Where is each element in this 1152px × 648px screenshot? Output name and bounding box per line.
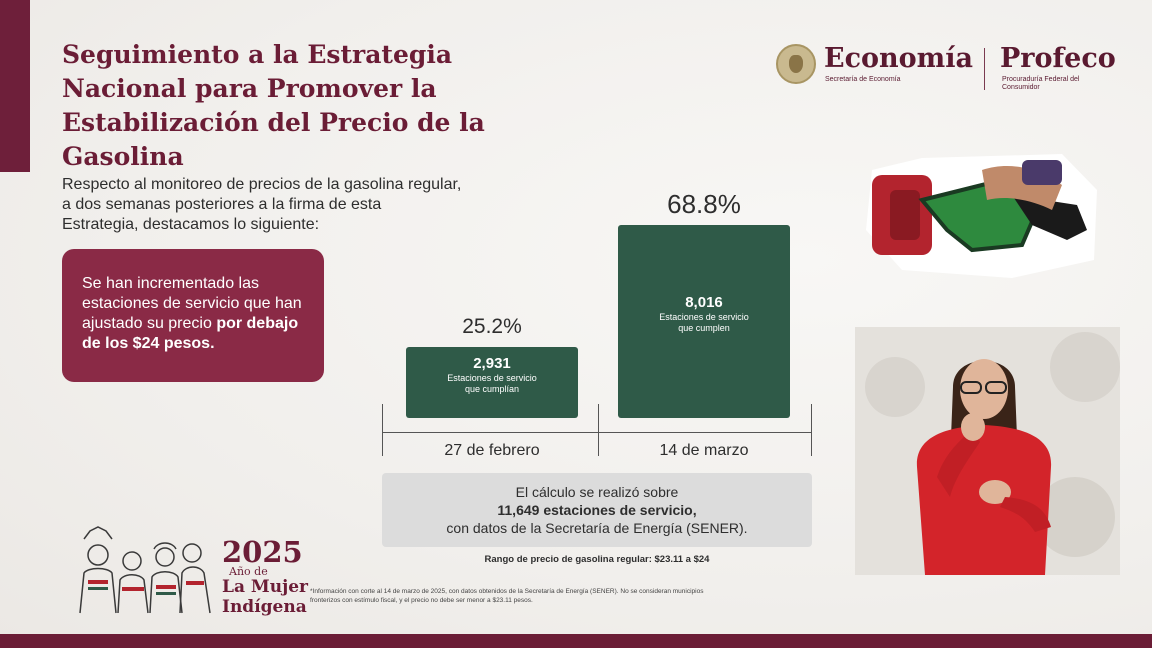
chart-bar-1: 2,931 Estaciones de servicio que cumplían — [406, 347, 578, 418]
year-logo-line-3: Indígena — [222, 597, 307, 617]
price-range-text: Rango de precio de gasolina regular: $23… — [484, 554, 710, 565]
indigenous-women-illustration — [79, 526, 211, 614]
callout-text: Se han incrementado las estaciones de se… — [82, 275, 302, 332]
footnote: *Información con corte al 14 de marzo de… — [310, 588, 704, 604]
bar-value-label: 2,931 — [473, 354, 511, 372]
highlight-callout: Se han incrementado las estaciones de se… — [62, 249, 324, 382]
sign-language-interpreter — [855, 327, 1120, 575]
bar-description-label: Estaciones de servicio que cumplían — [447, 372, 537, 394]
slide-title: Seguimiento a la Estrategia Nacional par… — [62, 40, 485, 171]
x-axis-tick — [598, 404, 599, 456]
coat-of-arms-icon — [776, 44, 816, 84]
percent-label: 25.2% — [462, 315, 522, 339]
logo-divider — [984, 48, 985, 90]
note-line-1: El cálculo se realizó sobre — [515, 484, 679, 500]
bar-value-label: 8,016 — [685, 293, 723, 311]
economia-logo: Economía — [824, 43, 973, 74]
intro-text: Respecto al monitoreo de precios de la g… — [62, 176, 462, 233]
economia-subtitle: Secretaría de Economía — [825, 76, 901, 83]
category-label: 27 de febrero — [444, 442, 540, 459]
profeco-subtitle: Procuraduría Federal del Consumidor — [1002, 76, 1080, 91]
x-axis-tick — [382, 404, 383, 456]
year-logo-line-1: Año de — [229, 565, 268, 578]
year-logo-line-2: La Mujer — [222, 577, 308, 597]
percent-label: 68.8% — [667, 189, 741, 220]
callout-bold-text: por debajo de los $24 pesos. — [82, 315, 299, 352]
x-axis-line — [382, 432, 812, 433]
note-line-3: con datos de la Secretaría de Energía (S… — [446, 520, 748, 536]
year-logo-number: 2025 — [222, 535, 303, 569]
accent-bar — [0, 0, 30, 172]
category-label: 14 de marzo — [659, 442, 749, 459]
profeco-logo: Profeco — [1000, 43, 1116, 74]
stations-bar-chart: 2,931 Estaciones de servicio que cumplían… — [380, 189, 820, 470]
x-axis-tick — [811, 404, 812, 456]
calculation-note: El cálculo se realizó sobre 11,649 estac… — [382, 473, 812, 547]
fuel-nozzle-image — [866, 154, 1097, 278]
chart-bar-2: 8,016 Estaciones de servicio que cumplen — [618, 225, 790, 418]
bottom-bar — [0, 634, 1152, 648]
bar-description-label: Estaciones de servicio que cumplen — [659, 311, 749, 333]
note-line-2: 11,649 estaciones de servicio, — [497, 502, 697, 518]
